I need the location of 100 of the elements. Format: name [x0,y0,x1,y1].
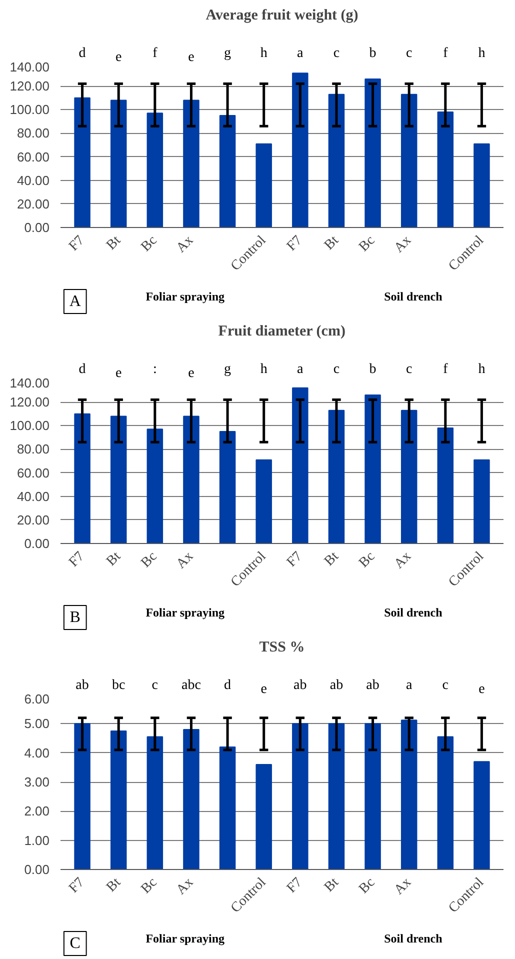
bar [400,410,418,544]
bar [437,428,454,544]
y-tick-label: 140.00 [10,60,50,74]
text: d [224,678,232,693]
text: a [297,362,304,377]
bar [474,459,490,544]
x-tick-label: F7 [284,233,306,254]
text: h [260,362,268,377]
x-tick-label: Bt [104,875,124,896]
bar [146,428,164,544]
text: ab [330,678,344,693]
bar [256,764,272,870]
bar [292,72,308,228]
text: B [70,609,80,626]
bar [437,112,454,228]
text: a [406,678,413,693]
text: d [78,362,86,377]
bar [183,729,200,870]
text: h [478,46,486,61]
x-tick-label: Bc [356,233,378,255]
bar [183,416,200,544]
y-tick-label: 0.00 [24,536,50,551]
bar [364,78,381,228]
bar [219,431,236,544]
text: c [152,678,158,693]
text: ab [366,678,380,693]
x-tick-label: Bc [138,875,160,897]
text: f [443,362,448,377]
y-tick-label: 100.00 [10,102,50,118]
x-tick-label: Bt [322,549,342,570]
bar [74,413,90,544]
annotation: e [115,366,122,381]
y-tick-label: 40.00 [16,488,50,504]
bar [364,723,381,870]
text: g [224,46,232,61]
x-tick-label: Bc [356,549,378,571]
y-tick-label: 80.00 [16,126,50,141]
bar [292,387,308,544]
text: h [260,46,268,61]
text: h [478,362,486,377]
y-tick-label: 6.00 [24,692,50,706]
bar [183,100,200,228]
x-tick-label: F7 [66,549,88,570]
x-tick-label: F7 [284,549,306,570]
y-tick-label: 3.00 [24,774,50,790]
text: a [297,46,304,61]
text: f [443,46,448,61]
y-tick-label: 0.00 [24,862,50,877]
text: c [333,362,340,377]
bar [256,143,272,228]
x-tick-label: Ax [174,875,197,898]
x-tick-label: Bc [138,233,160,255]
text: abc [182,678,201,693]
y-tick-label: 120.00 [10,394,50,410]
y-tick-label: 2.00 [24,804,50,819]
bar [256,459,272,544]
text: Foliar spraying [146,606,225,620]
bar [74,723,90,870]
annotation: e [188,50,194,65]
bar [328,94,345,228]
y-tick-label: 80.00 [16,442,50,457]
bar [400,94,418,228]
bar [146,112,164,228]
annotation: e [188,366,194,381]
text: c [406,362,412,377]
text: C [70,935,80,952]
y-tick-label: 100.00 [10,418,50,434]
y-tick-label: 5.00 [24,716,50,732]
x-tick-label: Bt [104,549,124,570]
x-tick-label: Bt [104,233,124,254]
bar [364,394,381,544]
y-tick-label: 20.00 [16,196,50,212]
bar [474,143,490,228]
bar [328,723,345,870]
text: bc [112,678,126,693]
annotation: e [260,682,267,697]
text: Foliar spraying [146,290,225,304]
text: : [152,362,157,377]
text: ab [76,678,89,693]
bar [219,746,236,870]
x-tick-label: Ax [392,233,414,256]
chart-title: Average fruit weight (g) [206,8,358,24]
x-tick-label: F7 [66,233,88,254]
bar [74,97,90,228]
chart-title: TSS % [259,640,305,656]
y-tick-label: 20.00 [16,512,50,528]
x-tick-label: Bt [322,233,342,254]
annotation: e [478,682,485,697]
bar [110,730,127,870]
x-tick-label: Ax [174,233,197,256]
bar [292,723,308,870]
text: b [369,46,376,61]
y-tick-label: 4.00 [24,745,50,760]
x-tick-label: Ax [392,875,414,898]
text: f [152,46,158,61]
x-tick-label: Ax [174,549,197,572]
text: Soil drench [384,932,443,946]
y-tick-label: 60.00 [16,465,50,480]
y-tick-label: 140.00 [10,376,50,390]
y-tick-label: 40.00 [16,172,50,188]
